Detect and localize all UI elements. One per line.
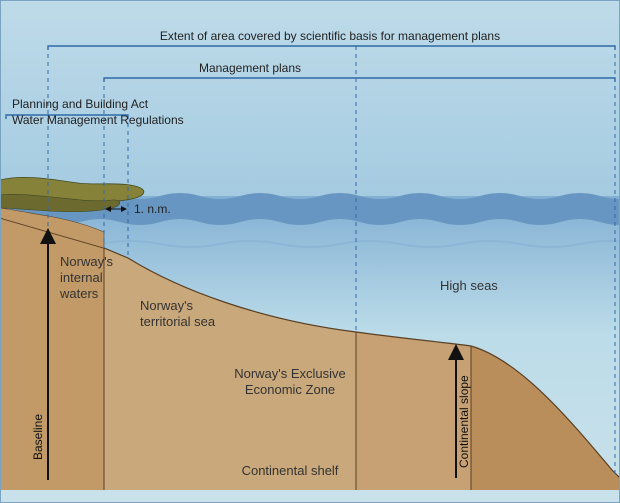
zone-eez [356,332,471,490]
label-high-seas: High seas [440,278,498,293]
label-eez-1: Norway's Exclusive [234,366,346,381]
label-planning-building: Planning and Building Act [12,97,149,111]
label-continental-slope: Continental slope [457,375,471,468]
label-territorial-2: territorial sea [140,314,216,329]
label-internal-waters-2: internal [60,270,103,285]
label-one-nm: 1. n.m. [134,202,171,216]
label-management-plans: Management plans [199,61,301,75]
diagram-svg: Extent of area covered by scientific bas… [0,0,620,503]
label-eez-2: Economic Zone [245,382,335,397]
label-continental-shelf: Continental shelf [242,463,339,478]
label-territorial-1: Norway's [140,298,194,313]
label-internal-waters-1: Norway's [60,254,114,269]
label-baseline: Baseline [31,414,45,460]
label-extent-scientific: Extent of area covered by scientific bas… [160,29,500,43]
label-internal-waters-3: waters [59,286,99,301]
label-water-mgmt-regs: Water Management Regulations [12,113,184,127]
maritime-zones-diagram: Extent of area covered by scientific bas… [0,0,620,503]
